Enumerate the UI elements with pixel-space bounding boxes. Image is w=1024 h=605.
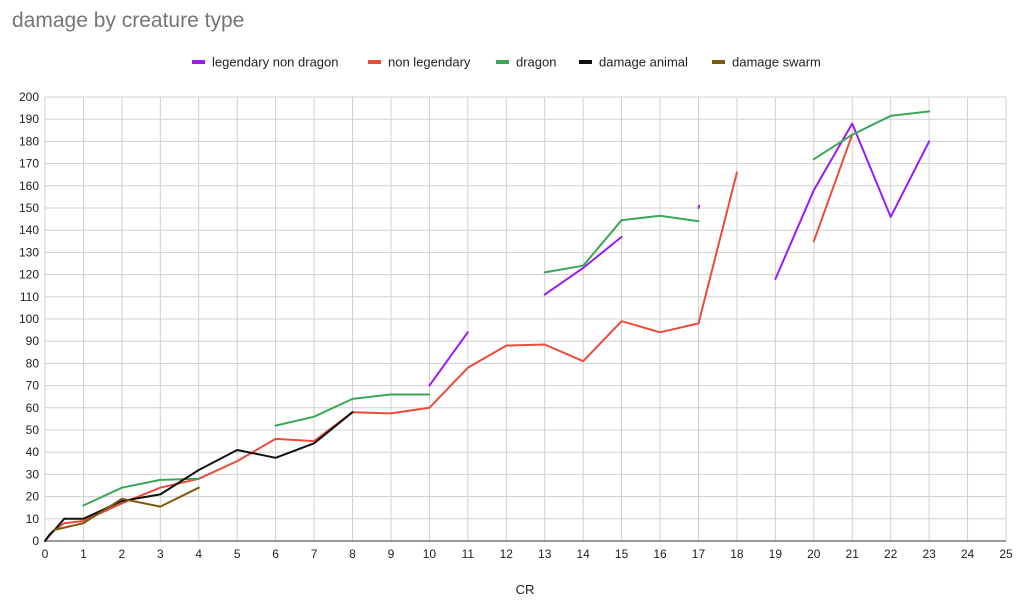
y-tick-label: 100 [19,312,39,326]
legend-label: non legendary [388,55,471,70]
series-lines [44,110,931,542]
series-line-4 [53,486,200,531]
y-tick-label: 170 [19,157,39,171]
x-tick-label: 2 [119,547,126,561]
y-tick-label: 0 [32,534,39,548]
x-tick-label: 0 [42,547,49,561]
x-tick-label: 24 [961,547,975,561]
x-tick-label: 21 [846,547,860,561]
x-tick-label: 19 [769,547,783,561]
x-tick-label: 6 [272,547,279,561]
x-tick-label: 7 [311,547,318,561]
x-tick-label: 17 [692,547,706,561]
legend-label: legendary non dragon [212,55,339,70]
y-tick-label: 40 [26,445,40,459]
x-tick-label: 23 [922,547,936,561]
y-tick-label: 130 [19,245,39,259]
y-tick-label: 200 [19,90,39,104]
x-tick-label: 18 [730,547,744,561]
legend-label: damage swarm [732,55,821,70]
x-tick-label: 13 [538,547,552,561]
x-tick-label: 12 [500,547,514,561]
x-tick-label: 3 [157,547,164,561]
series-line-0 [428,122,931,387]
x-tick-label: 4 [195,547,202,561]
x-tick-label: 14 [576,547,590,561]
y-tick-label: 160 [19,179,39,193]
axes: 0 1 2 3 4 5 6 7 8 9 10 11 12 13 14 15 16 17 18 19 20 21 22 23 24… [19,90,1013,561]
y-tick-label: 50 [26,423,40,437]
x-tick-label: 8 [349,547,356,561]
legend: legendary non dragon non legendary dragon d… [192,55,821,70]
y-tick-label: 90 [26,334,40,348]
series-line-2 [82,110,931,507]
x-tick-label: 10 [423,547,437,561]
y-tick-label: 60 [26,401,40,415]
chart-title: damage by creature type [12,9,245,32]
y-tick-label: 150 [19,201,39,215]
y-tick-label: 70 [26,379,40,393]
x-axis-title: CR [516,582,535,597]
x-tick-label: 1 [80,547,87,561]
x-tick-label: 5 [234,547,241,561]
x-tick-label: 22 [884,547,898,561]
x-tick-label: 15 [615,547,629,561]
y-tick-label: 140 [19,223,39,237]
y-tick-label: 120 [19,268,39,282]
y-tick-label: 80 [26,356,40,370]
x-tick-label: 9 [388,547,395,561]
y-tick-label: 10 [26,512,40,526]
x-tick-label: 20 [807,547,821,561]
legend-label: damage animal [599,55,688,70]
y-tick-label: 190 [19,112,39,126]
x-tick-label: 11 [462,547,475,561]
y-tick-label: 30 [26,467,40,481]
series-line-3 [44,411,354,542]
y-tick-label: 20 [26,490,40,504]
y-tick-label: 110 [20,290,39,304]
x-tick-label: 16 [653,547,667,561]
x-tick-label: 25 [999,547,1013,561]
grid [44,96,1007,542]
legend-label: dragon [516,55,556,70]
y-tick-label: 180 [19,134,39,148]
